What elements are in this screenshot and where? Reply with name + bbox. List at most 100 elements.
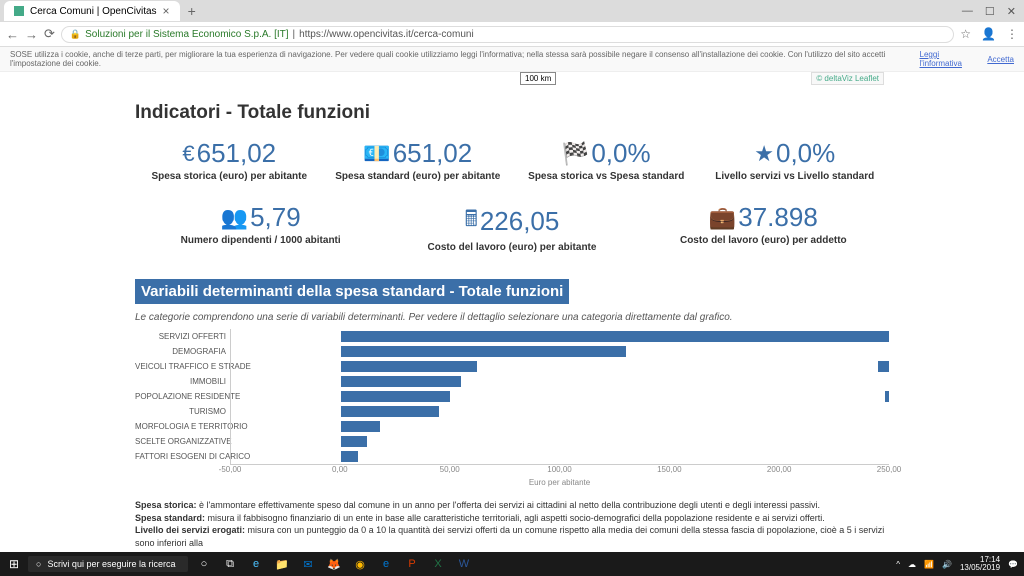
bar-chart[interactable]: SERVIZI OFFERTIDEMOGRAFIAVEICOLI TRAFFIC…	[135, 329, 889, 464]
cookie-accept-link[interactable]: Accetta	[987, 55, 1014, 64]
tab-title: Cerca Comuni | OpenCivitas	[30, 6, 157, 17]
firefox-icon[interactable]: 🦊	[322, 555, 346, 573]
kpi-item: ★0,0%Livello servizi vs Livello standard	[701, 138, 890, 182]
x-tick: 200,00	[767, 465, 791, 474]
notifications-icon[interactable]: 💬	[1008, 560, 1018, 569]
clock[interactable]: 17:14 13/05/2019	[960, 556, 1000, 572]
kpi-label: Spesa standard (euro) per abitante	[324, 171, 513, 182]
bar[interactable]	[341, 376, 462, 387]
minimize-icon[interactable]: —	[962, 5, 973, 18]
map-strip: 100 km © deltaViz Leaflet	[0, 72, 1024, 92]
x-tick: 250,00	[877, 465, 901, 474]
lock-icon: 🔒	[70, 29, 81, 40]
cookie-banner: SOSE utilizza i cookie, anche di terze p…	[0, 47, 1024, 72]
cookie-info-link[interactable]: Leggi l'informativa	[920, 50, 980, 68]
kpi-label: Spesa storica (euro) per abitante	[135, 171, 324, 182]
x-tick: -50,00	[219, 465, 242, 474]
kpi-label: Spesa storica vs Spesa standard	[512, 171, 701, 182]
bar-row[interactable]	[231, 434, 889, 449]
kpi-value: 651,02	[393, 138, 473, 169]
kpi-icon: 🖩	[465, 202, 478, 240]
word-icon[interactable]: W	[452, 555, 476, 573]
bar-row[interactable]	[231, 404, 889, 419]
tab-bar: Cerca Comuni | OpenCivitas × + — ☐ ✕	[0, 0, 1024, 22]
bar-row[interactable]	[231, 449, 889, 464]
excel-icon[interactable]: X	[426, 555, 450, 573]
kpi-value: 226,05	[480, 206, 560, 237]
kpi-label: Numero dipendenti / 1000 abitanti	[135, 235, 386, 246]
ie-icon[interactable]: e	[374, 555, 398, 573]
chart-title: Variabili determinanti della spesa stand…	[135, 279, 569, 304]
page-title: Indicatori - Totale funzioni	[135, 102, 889, 124]
menu-icon[interactable]: ⋮	[1006, 27, 1018, 41]
search-icon: ○	[36, 559, 41, 569]
explorer-icon[interactable]: 📁	[270, 555, 294, 573]
forward-icon[interactable]: →	[25, 27, 38, 42]
mini-bar	[885, 391, 889, 402]
bar-row[interactable]	[231, 419, 889, 434]
close-tab-icon[interactable]: ×	[163, 4, 170, 18]
bar-row[interactable]	[231, 329, 889, 344]
bar[interactable]	[341, 421, 380, 432]
bar-row[interactable]	[231, 344, 889, 359]
tray-wifi-icon[interactable]: 📶	[924, 560, 934, 569]
kpi-icon: 🏁	[562, 141, 589, 167]
x-tick: 0,00	[332, 465, 348, 474]
profile-icon[interactable]: 👤	[981, 27, 996, 41]
kpi-item: 🏁0,0%Spesa storica vs Spesa standard	[512, 138, 701, 182]
mini-bar	[878, 361, 889, 372]
maximize-icon[interactable]: ☐	[985, 5, 995, 18]
bar[interactable]	[341, 361, 477, 372]
taskbar: ⊞ ○ Scrivi qui per eseguire la ricerca ○…	[0, 552, 1024, 576]
tray-sound-icon[interactable]: 🔊	[942, 560, 952, 569]
definition-item: Spesa storica: è l'ammontare effettivame…	[135, 499, 889, 512]
main-content: Indicatori - Totale funzioni €651,02Spes…	[0, 102, 1024, 549]
back-icon[interactable]: ←	[6, 27, 19, 42]
kpi-item: €651,02Spesa storica (euro) per abitante	[135, 138, 324, 182]
chart-category-label: VEICOLI TRAFFICO E STRADE	[135, 359, 230, 374]
taskbar-apps: ○ ⧉ e 📁 ✉ 🦊 ◉ e P X W	[192, 555, 476, 573]
date: 13/05/2019	[960, 564, 1000, 572]
kpi-label: Costo del lavoro (euro) per abitante	[386, 242, 637, 253]
edge-icon[interactable]: e	[244, 555, 268, 573]
tray-up-icon[interactable]: ^	[896, 560, 900, 569]
bar-row[interactable]	[231, 389, 889, 404]
definition-item: Spesa standard: misura il fabbisogno fin…	[135, 512, 889, 525]
kpi-row-1: €651,02Spesa storica (euro) per abitante…	[135, 138, 889, 182]
kpi-label: Costo del lavoro (euro) per addetto	[638, 235, 889, 246]
star-icon[interactable]: ☆	[960, 27, 971, 41]
bar[interactable]	[341, 436, 367, 447]
map-attribution: © deltaViz Leaflet	[811, 72, 884, 85]
security-label: Soluzioni per il Sistema Economico S.p.A…	[85, 29, 288, 40]
url-input[interactable]: 🔒 Soluzioni per il Sistema Economico S.p…	[61, 26, 954, 43]
bar[interactable]	[341, 331, 867, 342]
bar[interactable]	[341, 391, 451, 402]
bar[interactable]	[341, 406, 440, 417]
chrome-icon[interactable]: ◉	[348, 555, 372, 573]
kpi-icon: ★	[754, 141, 774, 167]
taskview-icon[interactable]: ⧉	[218, 555, 242, 573]
map-scale: 100 km	[520, 72, 556, 85]
bar[interactable]	[341, 346, 626, 357]
outlook-icon[interactable]: ✉	[296, 555, 320, 573]
address-bar: ← → ⟳ 🔒 Soluzioni per il Sistema Economi…	[0, 22, 1024, 46]
cortana-icon[interactable]: ○	[192, 555, 216, 573]
favicon-icon	[14, 6, 24, 16]
new-tab-button[interactable]: +	[180, 3, 204, 19]
kpi-icon: 👥	[221, 205, 248, 231]
tray-cloud-icon[interactable]: ☁	[908, 560, 916, 569]
chart-category-label: DEMOGRAFIA	[135, 344, 230, 359]
bar[interactable]	[341, 451, 359, 462]
kpi-label: Livello servizi vs Livello standard	[701, 171, 890, 182]
powerpoint-icon[interactable]: P	[400, 555, 424, 573]
bar-row[interactable]	[231, 359, 889, 374]
chart-category-label: FATTORI ESOGENI DI CARICO	[135, 449, 230, 464]
chart-category-label: SERVIZI OFFERTI	[135, 329, 230, 344]
kpi-row-2: 👥5,79Numero dipendenti / 1000 abitanti🖩2…	[135, 202, 889, 253]
reload-icon[interactable]: ⟳	[44, 26, 55, 42]
taskbar-search[interactable]: ○ Scrivi qui per eseguire la ricerca	[28, 556, 188, 572]
close-window-icon[interactable]: ✕	[1007, 5, 1016, 18]
start-button[interactable]: ⊞	[0, 557, 28, 571]
bar-row[interactable]	[231, 374, 889, 389]
browser-tab[interactable]: Cerca Comuni | OpenCivitas ×	[4, 1, 180, 21]
